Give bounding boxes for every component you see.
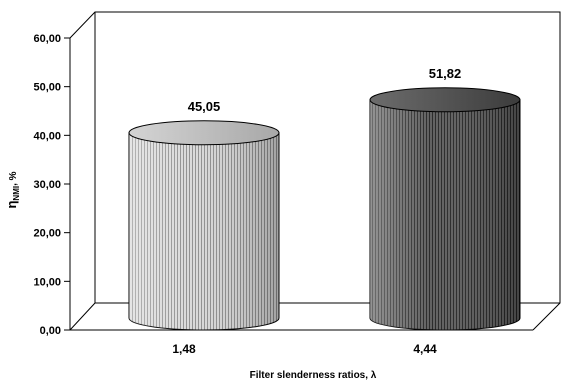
x-axis-title: Filter slenderness ratios, λ — [250, 370, 377, 381]
y-tick-label: 40,00 — [33, 130, 61, 142]
y-tick-label: 20,00 — [33, 228, 61, 240]
data-label: 45,05 — [188, 99, 221, 114]
y-tick-label: 30,00 — [33, 179, 61, 191]
bar-shading — [370, 99, 520, 331]
y-tick-label: 0,00 — [40, 325, 61, 337]
bar-1 — [128, 120, 280, 331]
y-axis-title-subscript: NMI — [12, 186, 21, 201]
x-tick-label: 1,48 — [172, 342, 196, 356]
y-tick-label: 10,00 — [33, 276, 61, 288]
x-axis-labels: 1,48 4,44 — [172, 342, 437, 356]
y-axis-title: ηNMI, % — [4, 171, 21, 208]
y-axis-title-unit: , % — [8, 171, 19, 186]
data-label: 51,82 — [429, 66, 462, 81]
y-axis-title-symbol: η — [4, 201, 19, 209]
x-tick-label: 4,44 — [413, 342, 437, 356]
bar-2 — [369, 87, 521, 331]
y-tick-label: 50,00 — [33, 82, 61, 94]
bar-shading — [129, 132, 279, 330]
bar-top — [369, 87, 521, 113]
y-tick-label: 60,00 — [33, 33, 61, 45]
y-axis-ticks: 0,00 10,00 20,00 30,00 40,00 50,00 60,00 — [33, 33, 70, 337]
bar-top — [128, 120, 280, 146]
bars: 45,05 51,82 — [128, 66, 521, 331]
